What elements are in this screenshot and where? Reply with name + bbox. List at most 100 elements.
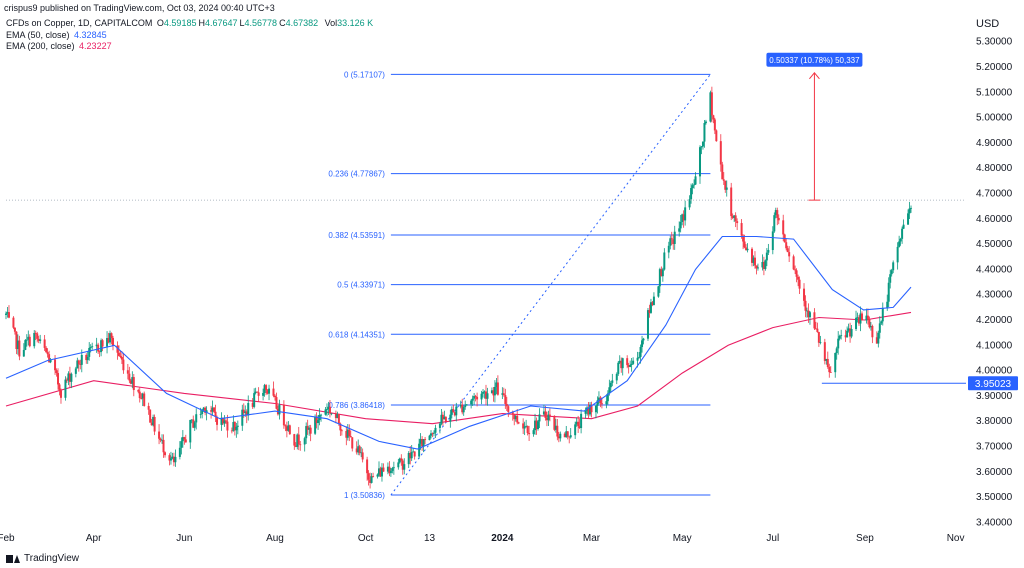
candle-body	[107, 338, 110, 343]
candle-body	[366, 459, 369, 474]
candle-body	[858, 317, 861, 324]
candle-body	[661, 269, 664, 277]
candle-body	[517, 422, 520, 424]
y-tick-label: 4.60000	[976, 214, 1013, 225]
candle-body	[422, 439, 425, 447]
candle-body	[667, 245, 670, 253]
candle-body	[314, 416, 317, 434]
candle-body	[235, 426, 238, 431]
footer-brand[interactable]: TradingView	[6, 553, 79, 564]
candle-body	[444, 416, 447, 422]
x-tick-label: Jun	[176, 533, 192, 544]
candle-body	[247, 403, 250, 416]
candle-body	[213, 407, 216, 412]
fib-level-label: 0.382 (4.53591)	[328, 231, 385, 240]
candle-body	[327, 406, 330, 410]
candle-body	[242, 409, 245, 413]
candle-body	[688, 199, 691, 208]
candle-body	[386, 466, 389, 472]
candle-body	[432, 432, 435, 434]
candle-body	[483, 391, 486, 393]
footer-brand-text: TradingView	[24, 553, 80, 564]
candle-body	[421, 439, 424, 447]
candle-body	[734, 215, 737, 222]
candle-body	[597, 397, 600, 401]
candle-body	[819, 342, 822, 343]
candle-body	[829, 372, 832, 373]
y-tick-label: 3.50000	[976, 492, 1013, 503]
candle-body	[786, 248, 789, 253]
y-tick-label: 3.40000	[976, 517, 1013, 528]
candle-body	[48, 354, 51, 363]
candle-body	[568, 436, 571, 438]
legend-ohlc-key: O	[156, 18, 164, 28]
candle-body	[890, 270, 893, 275]
candle-body	[441, 414, 444, 420]
candle-body	[358, 446, 361, 453]
candle-body	[164, 452, 167, 456]
y-tick-label: 5.00000	[976, 113, 1013, 124]
candle-body	[126, 370, 129, 374]
candle-body	[273, 395, 276, 398]
candle-body	[398, 458, 401, 463]
candle-body	[5, 313, 7, 315]
legend-symbol: CFDs on Copper, 1D, CAPITALCOM	[6, 18, 153, 28]
measure-badge	[766, 52, 863, 67]
candle-body	[899, 238, 902, 242]
candle-body	[117, 352, 120, 356]
candle-body	[594, 405, 597, 413]
candle-body	[285, 426, 288, 431]
candle-body	[681, 214, 684, 222]
candle-body	[701, 141, 704, 147]
candle-body	[95, 344, 98, 347]
fib-level-label: 0.786 (3.86418)	[328, 401, 385, 410]
candle-body	[618, 360, 621, 363]
candle-body	[6, 312, 9, 314]
tradingview-logo-icon	[6, 554, 20, 564]
candle-body	[438, 423, 441, 428]
candle-body	[443, 416, 446, 420]
candle-body	[293, 434, 296, 446]
candle-body	[724, 180, 727, 190]
candle-body	[642, 338, 645, 341]
candle-body	[101, 340, 104, 347]
fib-level-label: 0.618 (4.14351)	[328, 330, 385, 339]
candle-body	[855, 317, 858, 330]
candle-body	[236, 425, 239, 427]
candle-body	[272, 388, 275, 396]
candle-body	[844, 335, 847, 338]
legend-ema200-row[interactable]: EMA (200, close) 4.23227	[6, 41, 112, 51]
candle-body	[756, 267, 759, 269]
candle-body	[296, 434, 299, 447]
legend-symbol-row[interactable]: CFDs on Copper, 1D, CAPITALCOM O4.59185 H…	[6, 18, 373, 28]
candle-body	[284, 425, 287, 427]
legend-ohlc-key: H	[198, 18, 205, 28]
candle-body	[574, 424, 577, 436]
candle-body	[565, 431, 568, 438]
candle-body	[621, 358, 624, 369]
legend-ema50-row[interactable]: EMA (50, close) 4.32845	[6, 30, 107, 40]
candle-body	[278, 404, 281, 415]
candle-body	[886, 301, 889, 309]
candle-body	[407, 452, 410, 465]
candle-body	[580, 413, 583, 429]
candle-body	[746, 248, 749, 251]
candle-body	[470, 400, 473, 405]
candle-body	[898, 241, 901, 247]
candle-body	[712, 115, 715, 120]
candle-body	[76, 360, 79, 369]
overlays: 3.95023 0.50337 (10.78%) 50,337	[6, 52, 1018, 391]
candle-body	[846, 330, 849, 338]
candle-body	[453, 412, 456, 416]
candle-body	[204, 407, 207, 413]
candle-body	[339, 423, 342, 431]
candle-body	[210, 410, 213, 412]
candle-body	[700, 146, 703, 148]
candle-body	[599, 397, 602, 404]
candle-body	[627, 365, 630, 367]
candle-body	[325, 409, 328, 410]
candle-body	[241, 409, 244, 426]
candle-body	[782, 220, 785, 235]
candle-body	[765, 252, 768, 261]
